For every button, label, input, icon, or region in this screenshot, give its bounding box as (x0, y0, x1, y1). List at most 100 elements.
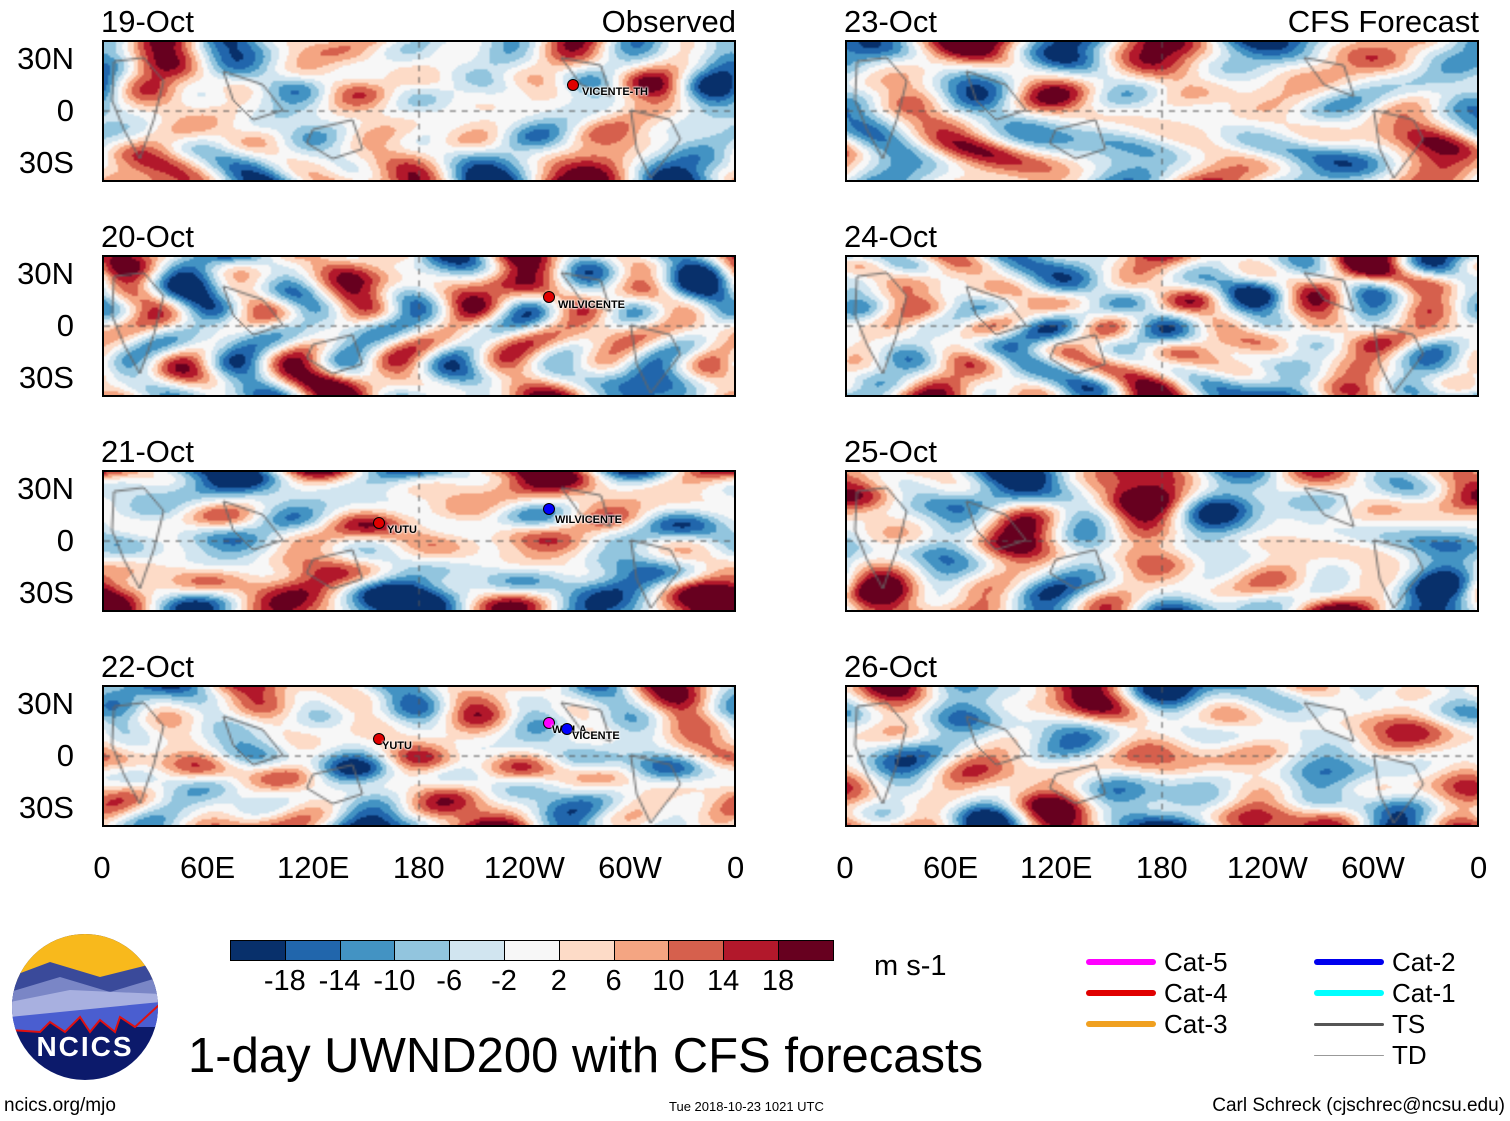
colorbar-swatch (449, 940, 506, 961)
map-panel (102, 255, 736, 397)
legend-line-td (1314, 1054, 1384, 1056)
longitude-label: 120W (483, 850, 565, 885)
panel-date: 21-Oct (101, 434, 195, 469)
latitude-label: 30N (17, 256, 74, 291)
longitude-label: 60W (1341, 850, 1405, 885)
latitude-label: 30S (18, 790, 74, 825)
longitude-label: 0 (93, 850, 111, 885)
panel-date: 26-Oct (844, 649, 938, 684)
longitude-label: 60E (923, 850, 979, 885)
ncics-logo: NCICS (12, 934, 158, 1080)
longitude-label: 0 (726, 850, 745, 885)
legend-line-cat-4 (1086, 990, 1156, 996)
latitude-label: 30N (17, 686, 74, 721)
latitude-label: 30S (18, 145, 74, 180)
colorbar-swatch (284, 940, 341, 961)
wind-field-map (104, 687, 734, 825)
map-panel (102, 40, 736, 182)
map-panel (845, 40, 1479, 182)
latitude-label: 0 (56, 93, 74, 128)
storm-label: VICENTE-TH (582, 86, 648, 98)
colorbar-label: 18 (761, 965, 795, 997)
latitude-label: 30S (18, 575, 74, 610)
longitude-label: 0 (836, 850, 854, 885)
wind-field-map (847, 472, 1477, 610)
latitude-label: 0 (56, 523, 74, 558)
panel-date: 24-Oct (844, 219, 938, 254)
storm-track-icon (567, 79, 579, 91)
colorbar-swatch (723, 940, 780, 961)
colorbar-label: -10 (373, 965, 416, 997)
legend-label: TS (1392, 1009, 1426, 1039)
legend-label: Cat-5 (1164, 947, 1228, 977)
colorbar-label: 14 (707, 965, 740, 997)
legend-label: Cat-1 (1392, 978, 1456, 1008)
figure-title: 1-day UWND200 with CFS forecasts (188, 1029, 984, 1083)
panel-date: 23-Oct (844, 4, 938, 39)
colorbar-swatch (558, 940, 615, 961)
panel-date: 20-Oct (101, 219, 195, 254)
colorbar-units: m s-1 (874, 950, 947, 982)
map-panel (845, 255, 1479, 397)
storm-track-icon (543, 717, 555, 729)
colorbar-swatch (778, 940, 834, 961)
latitude-label: 30S (18, 360, 74, 395)
storm-label: WILVICENTE (555, 514, 623, 526)
legend-line-ts (1314, 1022, 1384, 1026)
storm-label: VICENTE (572, 730, 620, 742)
longitude-label: 0 (1469, 850, 1488, 885)
legend-line-cat-2 (1314, 959, 1384, 965)
longitude-label: 180 (1135, 850, 1188, 885)
colorbar-swatch (394, 940, 451, 961)
wind-field-map (847, 257, 1477, 395)
legend-line-cat-1 (1314, 990, 1384, 996)
colorbar-swatch (668, 940, 725, 961)
colorbar-swatch (613, 940, 670, 961)
storm-track-icon (561, 723, 573, 735)
legend-label: Cat-3 (1164, 1009, 1228, 1039)
legend-label: TD (1392, 1040, 1427, 1070)
latitude-label: 0 (56, 738, 74, 773)
footer-author: Carl Schreck (cjschrec@ncsu.edu) (1212, 1095, 1505, 1116)
longitude-label: 180 (392, 850, 445, 885)
footer-timestamp: Tue 2018-10-23 1021 UTC (669, 1099, 824, 1114)
legend-line-cat-3 (1086, 1021, 1156, 1027)
longitude-label: 60W (598, 850, 662, 885)
map-panel (845, 685, 1479, 827)
wind-field-map (104, 472, 734, 610)
storm-label: YUTU (382, 740, 412, 752)
forecast-header: CFS Forecast (1287, 4, 1479, 39)
storm-track-icon (543, 503, 555, 515)
map-panel (102, 685, 736, 827)
latitude-label: 30N (17, 41, 74, 76)
colorbar-label: 2 (550, 965, 567, 997)
colorbar-label: 6 (605, 965, 622, 997)
colorbar-label: -6 (436, 965, 463, 997)
wind-field-map (847, 42, 1477, 180)
storm-label: WILVICENTE (558, 299, 626, 311)
colorbar-label: -2 (491, 965, 517, 997)
map-panel (845, 470, 1479, 612)
storm-track-icon (543, 291, 555, 303)
map-panel (102, 470, 736, 612)
legend-line-cat-5 (1086, 959, 1156, 965)
storm-track-icon (373, 517, 385, 529)
wind-field-map (847, 687, 1477, 825)
observed-header: Observed (601, 4, 736, 39)
wind-field-map (104, 257, 734, 395)
longitude-label: 60E (180, 850, 236, 885)
legend-label: Cat-2 (1392, 947, 1456, 977)
colorbar-swatch (339, 940, 396, 961)
colorbar-swatch (230, 940, 286, 961)
legend-label: Cat-4 (1164, 978, 1228, 1008)
colorbar-label: 10 (652, 965, 685, 997)
footer-link[interactable]: ncics.org/mjo (4, 1095, 116, 1116)
panel-date: 25-Oct (844, 434, 938, 469)
wind-field-map (104, 42, 734, 180)
svg-text:NCICS: NCICS (36, 1031, 133, 1062)
colorbar-swatch (504, 940, 560, 961)
colorbar-label: -14 (318, 965, 361, 997)
panel-date: 22-Oct (101, 649, 195, 684)
longitude-label: 120W (1226, 850, 1308, 885)
